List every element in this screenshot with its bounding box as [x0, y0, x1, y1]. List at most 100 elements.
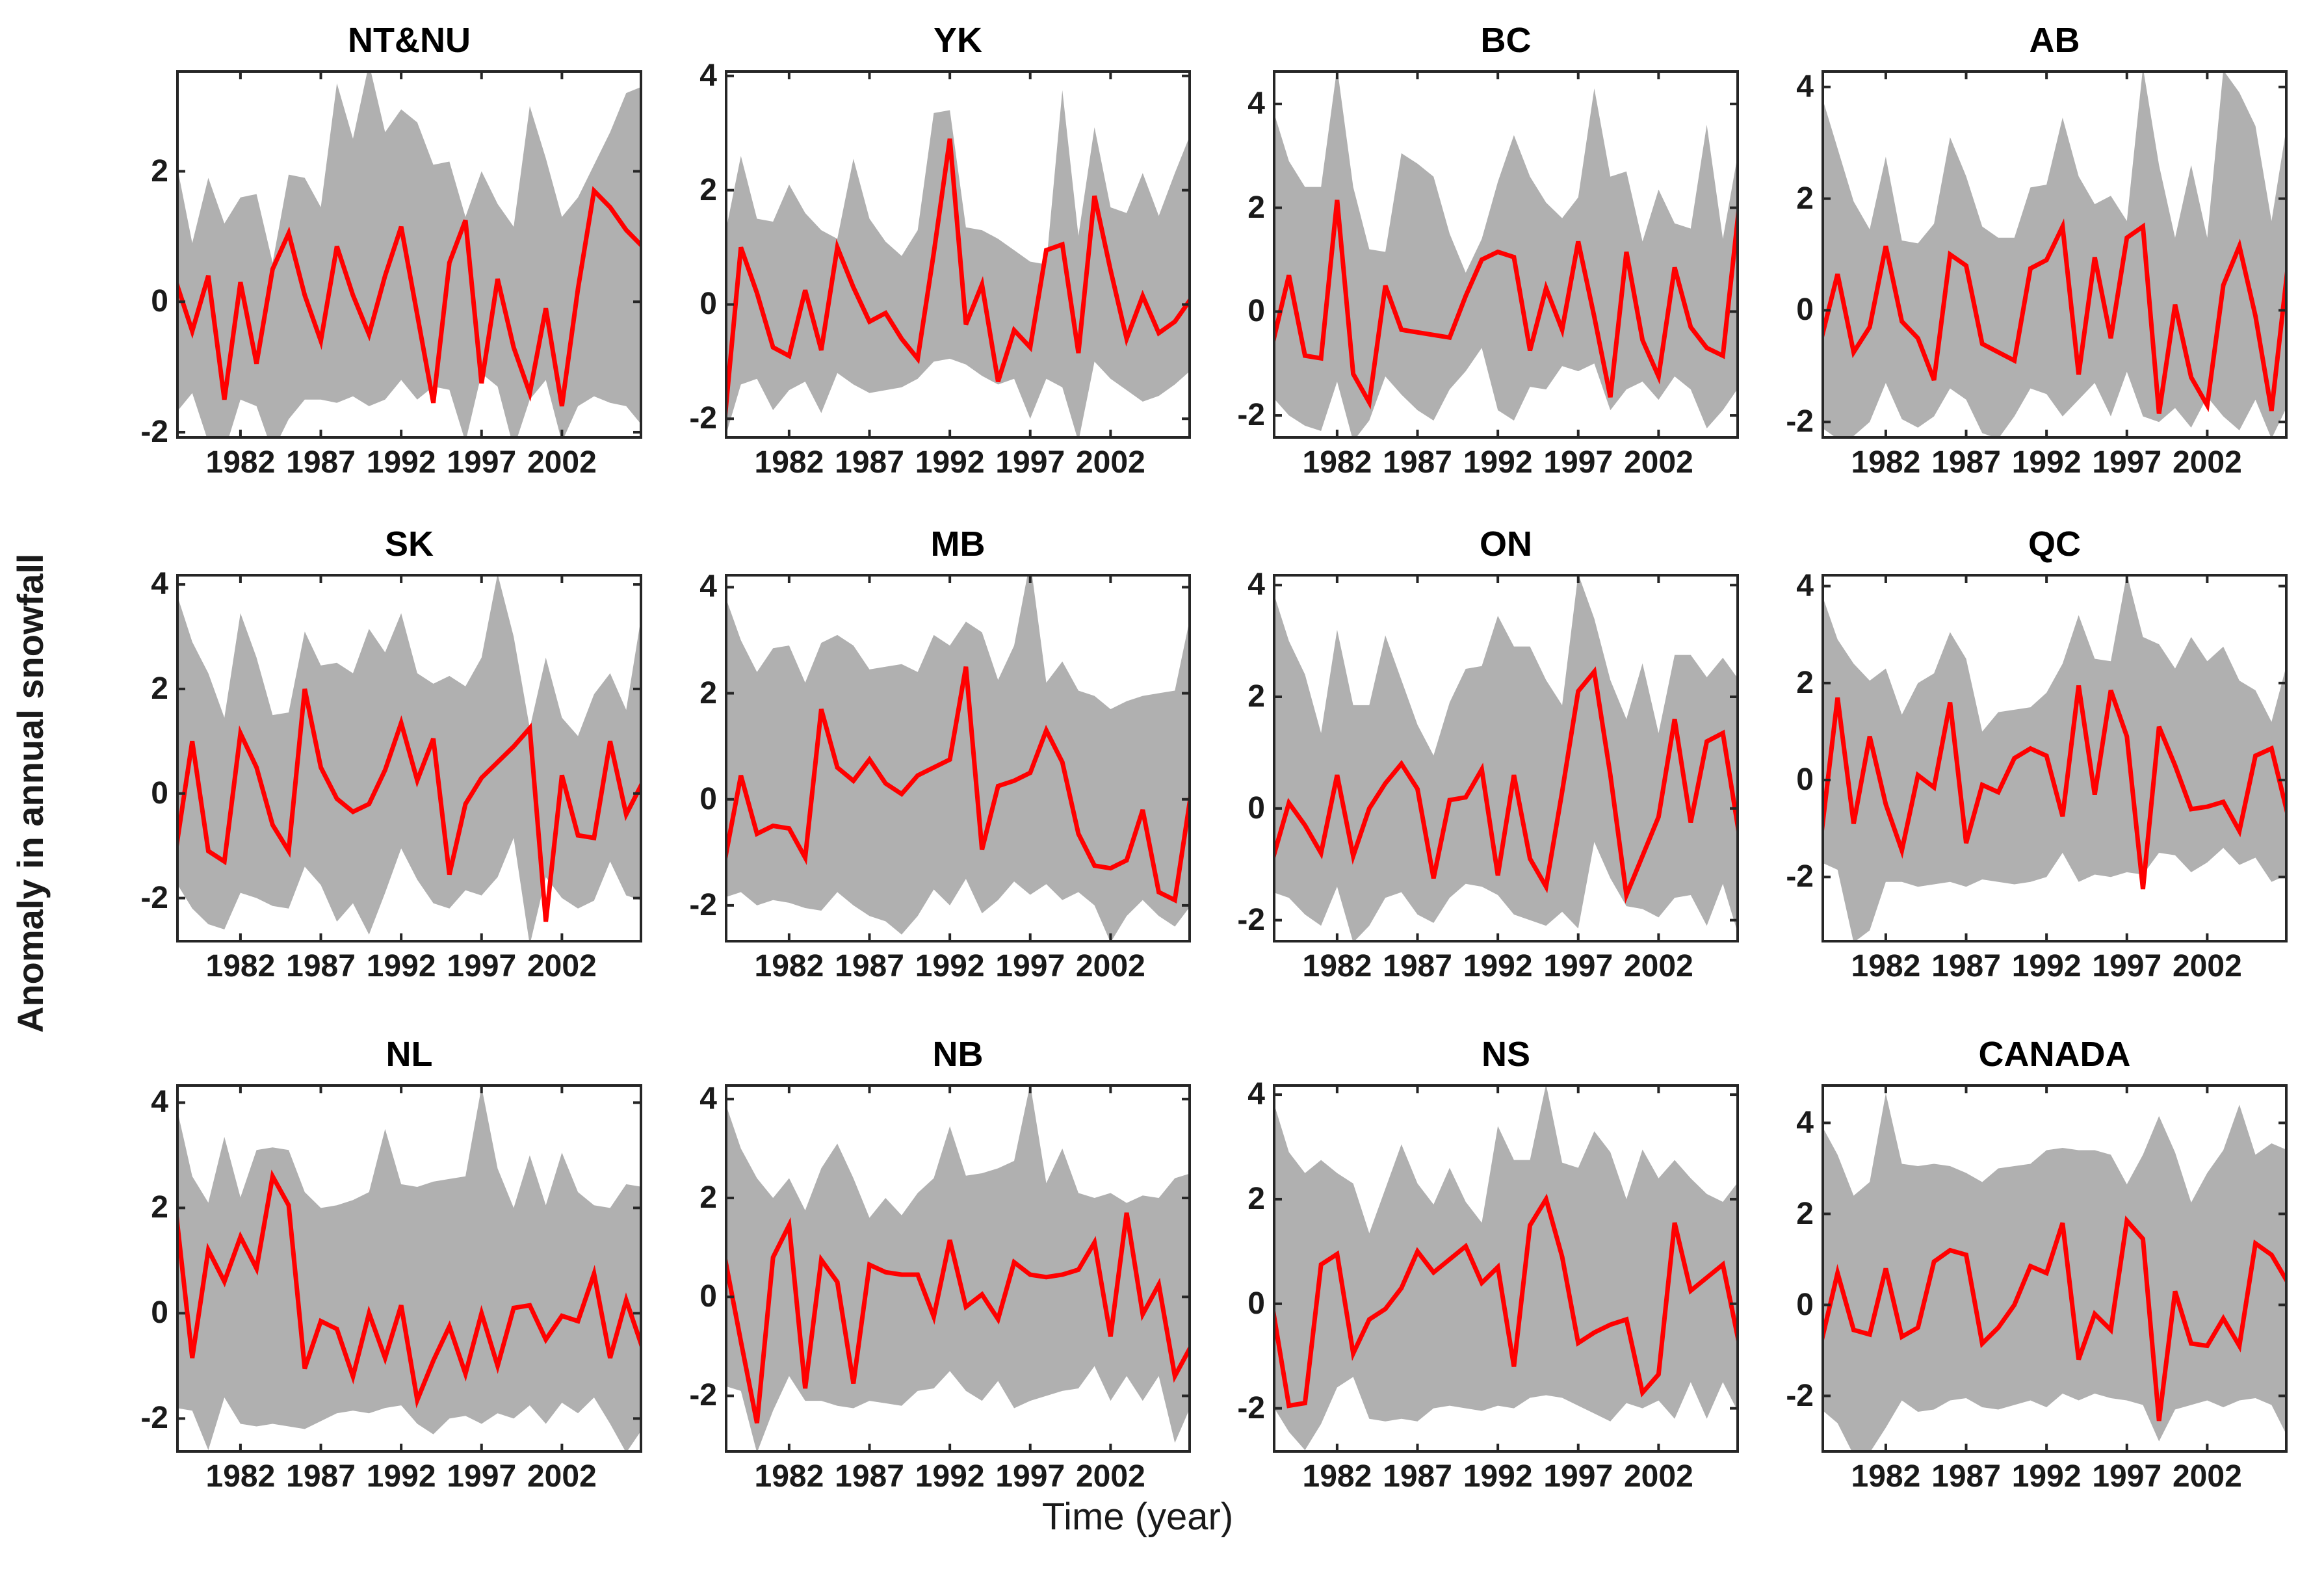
y-tick-label: 4 — [1796, 1105, 1814, 1140]
x-tick-label: 2002 — [2172, 1459, 2242, 1494]
y-tick-label: 0 — [151, 1295, 168, 1331]
subplot-title: CANADA — [1978, 1035, 2131, 1074]
axes-frame — [176, 1084, 642, 1453]
x-tick-label: 1997 — [447, 445, 517, 480]
axes-frame — [1821, 70, 2288, 439]
mean-line — [1821, 218, 2288, 414]
x-tick-label: 1997 — [447, 1459, 517, 1494]
y-tick-label: -2 — [1786, 404, 1814, 439]
mean-line — [725, 138, 1191, 419]
y-tick-label: 0 — [1796, 292, 1814, 328]
subplot-sk: SK 4 2 0 -2 1982 1987 1992 1997 2002 — [79, 522, 649, 1024]
axes-frame — [725, 1084, 1191, 1453]
mean-line — [1273, 200, 1739, 410]
y-tick-label: -2 — [689, 401, 717, 436]
subplot-title: BC — [1480, 21, 1532, 60]
subplot-canada: CANADA 4 2 0 -2 1982 1987 1992 1997 2002 — [1724, 1032, 2294, 1534]
uncertainty-band — [176, 1087, 642, 1453]
x-tick-label: 2002 — [527, 1459, 597, 1494]
y-tick-label: 0 — [151, 284, 168, 319]
subplot-title: QC — [2028, 525, 2081, 564]
y-tick-label: 0 — [699, 1279, 717, 1314]
uncertainty-band — [176, 70, 642, 439]
x-tick-label: 1992 — [366, 949, 436, 983]
mean-line — [725, 666, 1191, 904]
plot-area — [176, 574, 642, 942]
uncertainty-band — [1273, 1084, 1739, 1450]
y-tick-label: 2 — [151, 1190, 168, 1225]
axes-frame — [1273, 1084, 1739, 1453]
x-tick-label: 1987 — [286, 949, 356, 983]
plot-area — [176, 70, 642, 439]
x-tick-label: 2002 — [1075, 949, 1145, 983]
x-tick-label: 1997 — [1543, 949, 1613, 983]
subplot-on: ON 4 2 0 -2 1982 1987 1992 1997 2002 — [1175, 522, 1745, 1024]
x-tick-label: 2002 — [527, 445, 597, 480]
plot-area — [725, 70, 1191, 439]
x-tick-label: 2002 — [2172, 445, 2242, 480]
axes-frame — [176, 574, 642, 942]
mean-line — [1821, 1216, 2288, 1422]
x-tick-label: 1987 — [286, 1459, 356, 1494]
x-tick-label: 2002 — [1623, 445, 1693, 480]
y-tick-label: 4 — [1247, 567, 1265, 603]
y-tick-label: 2 — [1247, 679, 1265, 714]
y-tick-label: 4 — [1247, 86, 1265, 121]
mean-line — [176, 1169, 642, 1409]
y-tick-label: 4 — [1796, 69, 1814, 104]
mean-line — [725, 1212, 1191, 1424]
subplot-title: ON — [1480, 525, 1532, 564]
x-tick-label: 1987 — [1931, 1459, 2001, 1494]
x-tick-label: 1982 — [754, 949, 824, 983]
y-tick-label: -2 — [1786, 1378, 1814, 1413]
plot-area — [176, 1084, 642, 1453]
y-tick-label: 0 — [1247, 1286, 1265, 1321]
x-tick-label: 2002 — [1075, 445, 1145, 480]
y-tick-label: -2 — [140, 414, 168, 449]
x-tick-label: 1982 — [205, 1459, 276, 1494]
axes-frame — [176, 70, 642, 439]
axes-frame — [1273, 70, 1739, 439]
x-tick-label: 1997 — [995, 445, 1065, 480]
x-tick-label: 1997 — [995, 1459, 1065, 1494]
subplot-title: MB — [930, 525, 986, 564]
x-tick-label: 1997 — [995, 949, 1065, 983]
y-tick-label: 4 — [699, 1081, 717, 1116]
axes-frame — [725, 70, 1191, 439]
y-tick-label: -2 — [140, 1401, 168, 1436]
x-tick-label: 1987 — [1931, 949, 2001, 983]
plot-area — [1273, 574, 1739, 942]
plot-area — [1273, 1084, 1739, 1453]
subplot-title: AB — [2029, 21, 2080, 60]
plot-area — [725, 1084, 1191, 1453]
y-tick-label: 2 — [151, 671, 168, 706]
x-tick-label: 1987 — [1383, 445, 1452, 480]
subplot-nl: NL 4 2 0 -2 1982 1987 1992 1997 2002 — [79, 1032, 649, 1534]
y-tick-label: 0 — [151, 775, 168, 811]
subplot-nt-nu: NT&NU 2 0 -2 1982 1987 1992 1997 2002 — [79, 18, 649, 520]
mean-line — [1273, 1193, 1739, 1409]
y-tick-label: -2 — [689, 1378, 717, 1413]
subplot-yk: YK 4 2 0 -2 1982 1987 1992 1997 2002 — [627, 18, 1197, 520]
x-tick-label: 2002 — [527, 949, 597, 983]
figure-x-axis-label: Time (year) — [1041, 1496, 1234, 1538]
x-tick-label: 2002 — [2172, 949, 2242, 983]
plot-area — [1821, 1084, 2288, 1453]
y-tick-label: -2 — [1237, 902, 1265, 937]
y-tick-label: 0 — [699, 287, 717, 322]
subplot-title: NS — [1481, 1035, 1530, 1074]
axes-frame — [725, 574, 1191, 942]
mean-line — [176, 688, 642, 922]
subplot-title: NT&NU — [348, 21, 471, 60]
x-tick-label: 1987 — [286, 445, 356, 480]
y-tick-label: 4 — [1247, 1077, 1265, 1112]
uncertainty-band — [1821, 574, 2288, 942]
figure-y-axis-label: Anomaly in annual snowfall — [10, 553, 51, 1033]
y-tick-label: -2 — [689, 887, 717, 922]
x-tick-label: 1982 — [754, 1459, 824, 1494]
x-tick-label: 1982 — [1302, 445, 1372, 480]
x-tick-label: 1997 — [2092, 949, 2162, 983]
y-tick-label: 4 — [151, 1085, 168, 1120]
subplot-title: NB — [932, 1035, 984, 1074]
axes-frame — [1273, 574, 1739, 942]
